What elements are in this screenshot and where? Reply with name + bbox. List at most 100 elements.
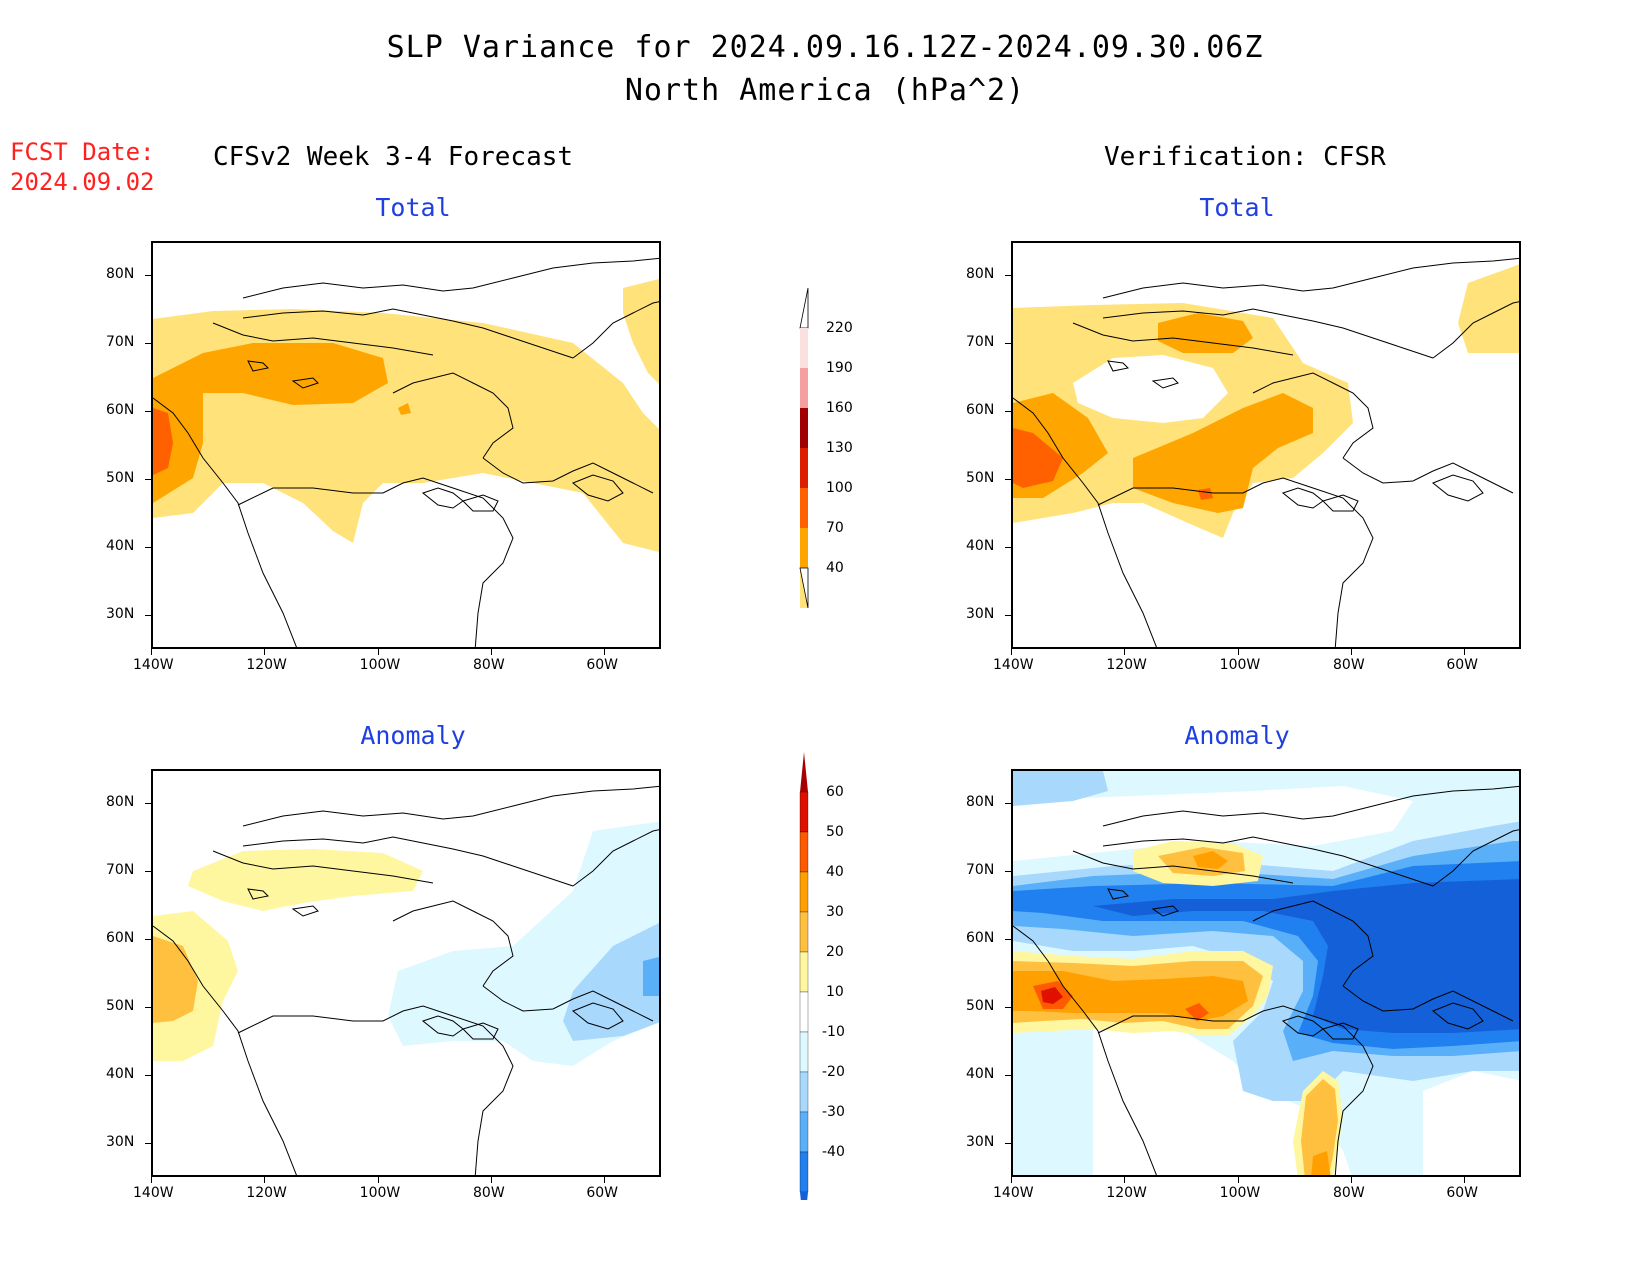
coastline-path — [572, 301, 659, 359]
lon-tick-mark — [1351, 1177, 1352, 1183]
lat-tick-label: 70N — [966, 862, 995, 878]
ver-anom-darkblue — [1093, 879, 1519, 1033]
ver-total-hole — [1073, 355, 1228, 423]
ver-anom-orange-nw — [1193, 851, 1228, 869]
main-title: SLP Variance for 2024.09.16.12Z-2024.09.… — [386, 30, 1264, 65]
lat-tick-label: 50N — [106, 998, 135, 1014]
ver-anom-lightblue-n — [1013, 771, 1108, 806]
lat-tick-mark — [145, 479, 151, 480]
lat-tick-mark — [145, 871, 151, 872]
anomaly-colorbar-tick: -30 — [822, 1104, 845, 1120]
lat-tick-label: 30N — [106, 1134, 135, 1150]
coastline-path — [1102, 308, 1434, 359]
lon-tick-mark — [264, 649, 266, 655]
coastline-path — [1102, 257, 1519, 299]
coastline-path — [1252, 372, 1374, 459]
lon-tick-mark — [491, 1177, 492, 1183]
lon-tick-label: 100W — [1219, 1185, 1261, 1201]
ver-anom-white-se — [1423, 1071, 1519, 1175]
anomaly-colorbar-tick: -20 — [822, 1064, 845, 1080]
coastline-path — [1432, 829, 1519, 887]
fcst-date-label: FCST Date: — [10, 138, 155, 166]
coastline-path — [237, 1005, 514, 1175]
lat-tick-label: 60N — [966, 930, 995, 946]
total-colorbar-box — [800, 408, 808, 448]
lon-tick-label: 140W — [133, 657, 174, 673]
total-colorbar-tick: 190 — [826, 360, 853, 376]
lon-tick-label: 80W — [473, 1185, 505, 1201]
lon-tick-label: 140W — [993, 657, 1034, 673]
coastline-path — [462, 1022, 499, 1040]
lat-tick-mark — [145, 615, 151, 616]
main-subtitle: North America (hPa^2) — [624, 73, 1026, 108]
lat-tick-label: 60N — [966, 402, 995, 418]
coastline-path — [212, 850, 434, 884]
lat-tick-label: 40N — [966, 1066, 995, 1082]
coastline-path — [237, 477, 514, 647]
lat-tick-mark — [145, 275, 151, 276]
verification-total-title: Total — [1199, 193, 1275, 222]
ver-total-darkorange-w — [1013, 428, 1063, 488]
verification-header: Verification: CFSR — [1104, 142, 1386, 172]
lat-tick-label: 50N — [966, 470, 995, 486]
lon-tick-mark — [491, 649, 492, 655]
lat-tick-label: 50N — [106, 470, 135, 486]
lat-tick-label: 70N — [106, 862, 135, 878]
coastline-path — [1322, 494, 1359, 512]
fc-total-orange — [153, 343, 388, 503]
forecast-total-map — [151, 241, 661, 649]
coastline-path — [1072, 850, 1294, 884]
total-colorbar-tick: 70 — [826, 520, 844, 536]
anomaly-colorbar — [799, 752, 809, 1200]
coastline-path — [572, 1002, 624, 1030]
lat-tick-label: 80N — [966, 794, 995, 810]
lon-tick-label: 120W — [1106, 1185, 1147, 1201]
lon-tick-label: 140W — [993, 1185, 1034, 1201]
forecast-header: CFSv2 Week 3-4 Forecast — [213, 142, 574, 172]
total-colorbar-box — [800, 488, 808, 528]
fc-total-orange-dot — [398, 403, 411, 415]
lat-tick-mark — [1005, 547, 1011, 548]
anomaly-colorbar-box — [799, 1111, 809, 1153]
coastline-overlay — [1013, 785, 1519, 1175]
lat-tick-label: 30N — [106, 606, 135, 622]
coastline-path — [212, 322, 434, 356]
lat-tick-label: 40N — [106, 1066, 135, 1082]
lat-tick-mark — [1005, 343, 1011, 344]
lon-tick-mark — [151, 649, 152, 655]
lat-tick-mark — [145, 1143, 151, 1144]
lat-tick-mark — [1005, 1007, 1011, 1008]
fc-anom-midblue — [643, 957, 659, 996]
lat-tick-mark — [145, 343, 151, 344]
anomaly-colorbar-box — [799, 1151, 809, 1193]
lon-tick-label: 120W — [1106, 657, 1147, 673]
lon-tick-mark — [1464, 1177, 1466, 1183]
coastline-path — [1322, 1022, 1359, 1040]
anomaly-colorbar-tick: 60 — [826, 784, 844, 800]
lat-tick-label: 70N — [966, 334, 995, 350]
lon-tick-mark — [1237, 649, 1239, 655]
coastline-path — [247, 360, 270, 372]
coastline-path — [291, 905, 319, 917]
coastline-path — [1102, 785, 1519, 827]
lon-tick-mark — [1124, 649, 1126, 655]
coastline-path — [482, 457, 654, 494]
anomaly-colorbar-top-triangle — [800, 752, 808, 792]
coastline-path — [242, 257, 659, 299]
coastline-path — [1342, 985, 1514, 1022]
lat-tick-label: 80N — [106, 266, 135, 282]
fcst-date-value: 2024.09.02 — [10, 168, 155, 196]
lon-tick-mark — [377, 649, 379, 655]
ver-total-yellow-ne — [1458, 264, 1519, 353]
lon-tick-mark — [1464, 649, 1466, 655]
lon-tick-mark — [604, 1177, 606, 1183]
lat-tick-mark — [1005, 275, 1011, 276]
lat-tick-mark — [145, 803, 151, 804]
lat-tick-label: 30N — [966, 606, 995, 622]
lon-tick-label: 120W — [246, 657, 287, 673]
lat-tick-mark — [1005, 1075, 1011, 1076]
anomaly-colorbar-tick: 30 — [826, 904, 844, 920]
coastline-overlay — [153, 785, 659, 1175]
verification-anomaly-title: Anomaly — [1184, 721, 1290, 750]
fc-total-dark-orange — [153, 408, 173, 475]
